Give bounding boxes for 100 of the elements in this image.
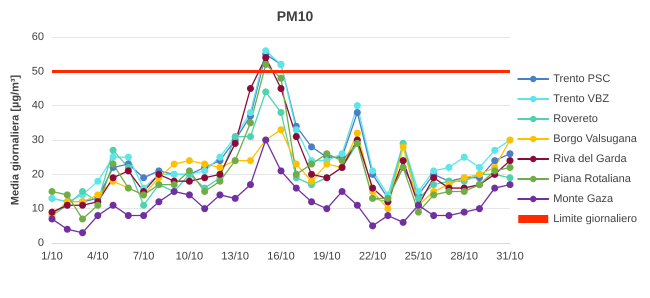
point — [201, 174, 208, 182]
point — [232, 140, 239, 147]
legend-label: Trento PSC — [553, 73, 610, 85]
legend-label: Limite giornaliero — [553, 213, 638, 225]
point — [354, 109, 361, 116]
point — [384, 212, 392, 220]
legend-label: Piana Rotaliana — [553, 173, 632, 185]
point — [64, 226, 71, 233]
point — [94, 191, 102, 198]
point — [48, 188, 56, 195]
point — [170, 181, 178, 188]
point — [262, 60, 270, 68]
point — [506, 157, 514, 164]
y-tick-label: 60 — [32, 31, 44, 43]
point — [278, 109, 284, 116]
x-tick-label: 16/10 — [267, 250, 295, 262]
point — [491, 146, 498, 154]
point — [246, 181, 254, 188]
point — [384, 205, 392, 212]
point — [94, 178, 102, 185]
point — [170, 160, 178, 168]
point — [48, 215, 56, 222]
point — [110, 146, 117, 154]
point — [110, 174, 117, 182]
point — [216, 154, 224, 161]
point — [460, 188, 468, 195]
point — [155, 198, 162, 206]
legend-label: Riva del Garda — [553, 153, 628, 165]
point — [338, 150, 346, 158]
point — [186, 191, 193, 198]
point — [124, 154, 132, 161]
point — [369, 184, 376, 192]
y-tick-label: 30 — [32, 134, 44, 146]
point — [445, 188, 452, 195]
y-tick-label: 20 — [32, 168, 44, 180]
point — [186, 157, 193, 164]
point — [338, 157, 346, 164]
x-tick-label: 25/10 — [404, 250, 432, 262]
point — [354, 102, 361, 110]
point — [414, 208, 422, 216]
point — [201, 167, 208, 174]
point — [201, 160, 208, 168]
point — [308, 170, 316, 178]
point — [354, 130, 361, 137]
point — [292, 133, 300, 140]
point — [506, 174, 514, 182]
legend-label: Rovereto — [553, 113, 598, 125]
point — [323, 150, 330, 158]
x-tick-label: 13/10 — [221, 250, 249, 262]
point — [48, 208, 56, 216]
point — [79, 202, 86, 209]
point — [292, 170, 300, 178]
legend-label: Borgo Valsugana — [553, 133, 638, 145]
point — [262, 88, 270, 96]
point — [201, 188, 208, 195]
point — [292, 184, 300, 192]
y-axis-title: Media giornaliera [µg/m³] — [9, 74, 22, 206]
point — [292, 126, 300, 134]
x-tick-label: 28/10 — [450, 250, 478, 262]
point — [460, 154, 468, 161]
point — [94, 202, 102, 209]
point — [278, 167, 284, 174]
x-tick-label: 4/10 — [87, 250, 109, 262]
point — [400, 143, 407, 150]
point — [140, 212, 148, 220]
x-tick-label: 1/10 — [41, 250, 63, 262]
point — [201, 205, 208, 212]
point — [110, 160, 117, 168]
point — [506, 181, 514, 188]
point — [400, 218, 407, 226]
point — [64, 191, 71, 198]
point — [506, 150, 514, 158]
point — [430, 191, 438, 198]
y-tick-label: 0 — [38, 237, 44, 249]
x-tick-label: 7/10 — [132, 250, 154, 262]
x-tick-label: 10/10 — [176, 250, 204, 262]
point — [140, 174, 148, 182]
point — [414, 194, 422, 202]
point — [445, 164, 452, 171]
point — [186, 178, 193, 185]
point — [400, 157, 407, 164]
point — [110, 154, 117, 161]
point — [186, 167, 193, 174]
legend-label: Monte Gaza — [553, 193, 614, 205]
point — [140, 202, 148, 209]
legend-label: Trento VBZ — [553, 93, 610, 105]
point — [369, 167, 376, 174]
x-tick-label: 19/10 — [313, 250, 341, 262]
point — [278, 74, 284, 82]
point — [445, 212, 452, 220]
point — [323, 160, 330, 168]
point — [430, 181, 438, 188]
chart-title: PM10 — [276, 8, 314, 24]
point — [246, 133, 254, 140]
point — [79, 215, 86, 222]
point — [216, 170, 224, 178]
point — [278, 85, 284, 92]
point — [460, 208, 468, 216]
point — [476, 164, 483, 171]
point — [110, 202, 117, 209]
